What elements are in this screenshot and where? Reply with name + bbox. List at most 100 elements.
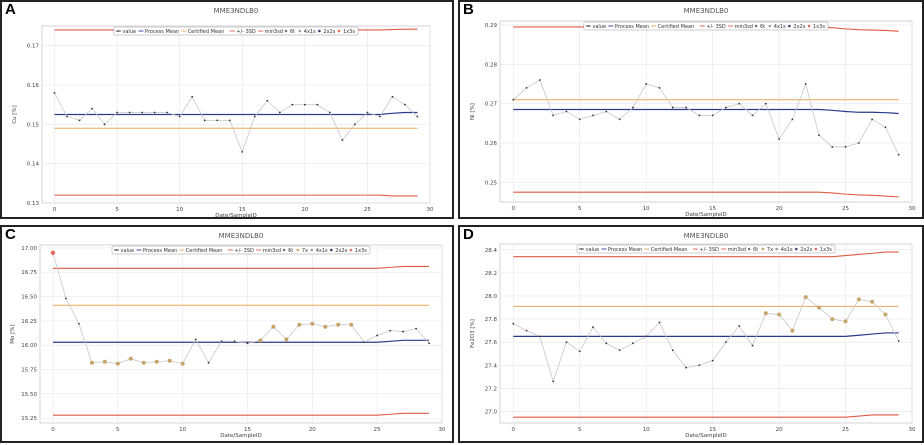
y-tick-label: 0.14: [27, 162, 40, 168]
x-tick-label: 15: [709, 206, 716, 212]
lower-limit-line: [52, 412, 430, 416]
y-axis-label: Mo [%]: [10, 324, 16, 343]
y-tick-label: 27.2: [485, 386, 497, 392]
data-point: [366, 111, 369, 114]
x-tick-label: 20: [776, 427, 783, 433]
x-tick-label: 0: [512, 206, 516, 212]
chart-title: MME3NDLB0: [684, 232, 729, 240]
legend-label: 2x2s: [323, 29, 335, 35]
chart-svg-b: 0 5 10 15 20 25 30 0.25 0.26 0.27 0.28 0.29 MME3NDLB…: [470, 7, 916, 218]
data-point: [363, 341, 366, 344]
data-point: [53, 91, 56, 94]
legend-label: Process Mean: [145, 29, 179, 35]
value-series-line: [54, 92, 418, 154]
x-tick-label: 15: [239, 207, 246, 213]
legend-marker-dot: [284, 29, 288, 33]
legend-label: value: [122, 29, 136, 35]
legend-marker-dot: [117, 30, 120, 32]
chart-panel-c: 0 5 10 15 20 25 30 15.25 15.50 15.75 16.00 16.25 16.…: [0, 225, 454, 443]
data-point: [844, 146, 847, 148]
data-point: [671, 349, 674, 352]
data-point: [605, 342, 608, 345]
data-point-7x: [297, 322, 302, 327]
data-point: [241, 150, 244, 153]
data-point: [191, 95, 194, 98]
data-point: [897, 153, 900, 156]
data-point: [565, 110, 568, 113]
y-axis-label: Cu [%]: [12, 105, 18, 124]
y-tick-label: 15.25: [21, 416, 37, 422]
legend-marker-dot: [298, 29, 302, 33]
legend-marker-dot: [747, 247, 751, 251]
data-point: [228, 119, 231, 122]
data-point: [685, 366, 687, 369]
legend-label: 6t: [753, 247, 758, 253]
data-point-7x: [777, 312, 782, 317]
x-axis-label: Date/SampleID: [215, 213, 256, 219]
legend-label: 1x3s: [343, 29, 355, 35]
legend-marker-dot: [761, 247, 765, 251]
legend-label: min3sd: [265, 29, 283, 35]
data-point-7x: [323, 324, 328, 329]
data-point: [671, 106, 674, 109]
x-tick-label: 25: [364, 207, 371, 213]
data-point: [316, 103, 319, 106]
legend-marker-dot: [318, 29, 321, 33]
y-tick-label: 28.0: [485, 294, 498, 300]
legend-label: 6t: [760, 24, 765, 30]
legend-label: 1x3s: [355, 248, 367, 254]
chart-panel-d: 0 5 10 15 20 25 30 27.0 27.2 27.4 27.6 27.8 28.0 28.2…: [458, 225, 924, 443]
x-tick-label: 20: [776, 206, 783, 212]
legend-marker-dot: [587, 25, 590, 27]
x-tick-label: 30: [427, 207, 434, 213]
legend-label: value: [592, 24, 606, 30]
data-point: [203, 119, 206, 122]
data-point: [253, 115, 256, 118]
data-point: [831, 146, 834, 148]
panel-letter-d: D: [463, 226, 474, 243]
data-point-7x: [154, 359, 159, 364]
legend-label: +/- 3SD: [706, 24, 726, 30]
data-point: [178, 115, 181, 118]
panel-letter-a: A: [5, 1, 16, 18]
x-tick-label: 15: [244, 427, 251, 433]
legend-label: 2x2s: [335, 248, 347, 254]
data-point: [78, 119, 81, 122]
data-point: [618, 349, 621, 352]
x-tick-label: 25: [374, 427, 381, 433]
data-point: [328, 111, 331, 114]
data-point: [91, 107, 93, 110]
data-point: [565, 341, 568, 344]
legend-marker-dot: [337, 29, 341, 33]
y-tick-label: 27.4: [485, 363, 498, 369]
legend-label: 4x1s: [781, 247, 793, 253]
data-point: [65, 297, 67, 300]
process-mean-line: [513, 108, 899, 115]
legend-label: value: [121, 248, 135, 254]
chart-svg-d: 0 5 10 15 20 25 30 27.0 27.2 27.4 27.6 27.8 28.0 28.2…: [470, 232, 916, 439]
process-mean-line: [513, 332, 899, 337]
data-point: [525, 86, 528, 89]
y-axis-label: Ni [%]: [470, 103, 476, 120]
y-tick-label: 16.75: [21, 270, 37, 276]
legend-label: Process Mean: [608, 247, 642, 253]
legend-label: 4x1s: [316, 248, 328, 254]
upper-limit-line: [513, 251, 899, 258]
data-point: [658, 321, 661, 324]
data-point-7x: [790, 328, 795, 333]
data-point: [592, 114, 594, 117]
data-point: [153, 111, 156, 114]
legend-box: [111, 245, 371, 255]
data-point: [66, 115, 68, 118]
data-point: [791, 118, 794, 121]
legend-marker-dot: [282, 248, 286, 252]
x-tick-label: 30: [909, 206, 916, 212]
legend-marker-dot: [795, 247, 798, 251]
data-point-7x: [763, 311, 768, 316]
legend-label: min3sd: [735, 24, 753, 30]
value-series-line: [513, 296, 900, 383]
legend-label: 2x2s: [793, 24, 805, 30]
y-tick-label: 0.25: [485, 180, 498, 186]
y-tick-label: 28.4: [485, 248, 498, 254]
data-point-7x: [803, 295, 808, 300]
